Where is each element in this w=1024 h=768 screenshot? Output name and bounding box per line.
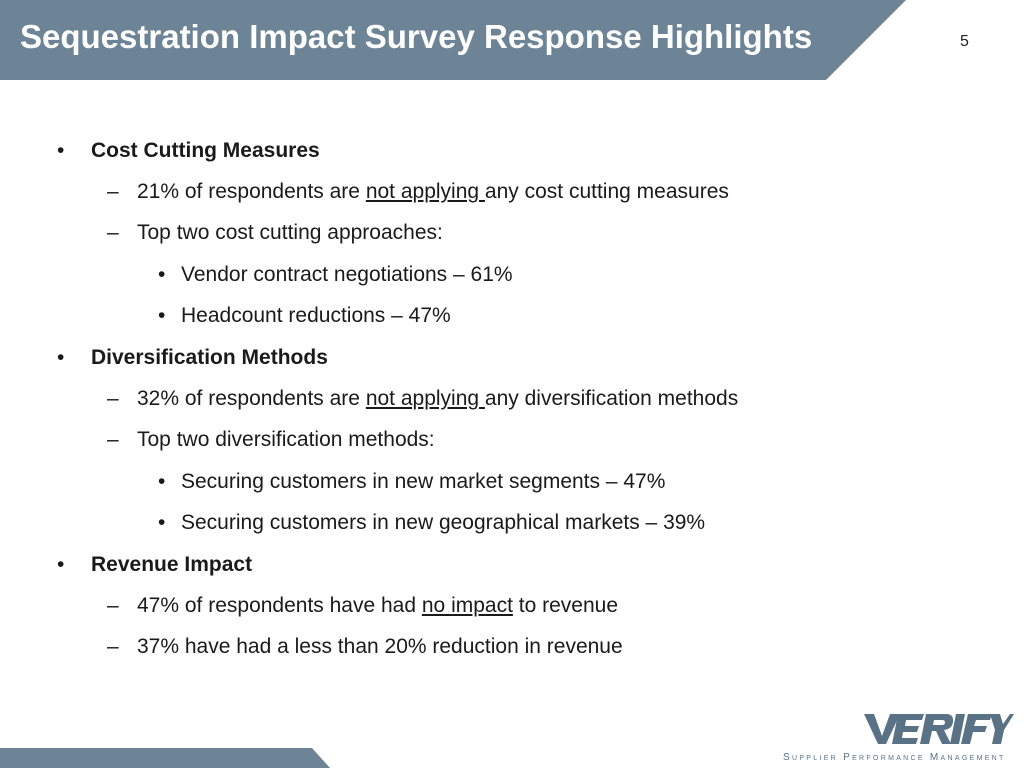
sub-sub-bullet-row: • Vendor contract negotiations – 61% <box>158 262 513 288</box>
underlined-text: no impact <box>421 594 513 617</box>
logo-tagline: Supplier Performance Management <box>783 752 1006 763</box>
dash-glyph: – <box>107 387 119 410</box>
footer-bar <box>0 748 330 768</box>
item-text: 21% of respondents are not applying any … <box>137 180 729 203</box>
sub-bullet-row: – 21% of respondents are not applying an… <box>107 179 729 205</box>
bullet-glyph: • <box>158 511 166 534</box>
item-text: Top two cost cutting approaches: <box>137 221 443 244</box>
dash-glyph: – <box>107 594 119 617</box>
slide-title: Sequestration Impact Survey Response Hig… <box>20 18 813 55</box>
dash-glyph: – <box>107 221 119 244</box>
underlined-text: not applying <box>365 387 485 410</box>
bullet-glyph: • <box>57 346 65 369</box>
item-text: Vendor contract negotiations – 61% <box>181 263 513 286</box>
underlined-text: not applying <box>365 180 485 203</box>
section-heading: Revenue Impact <box>91 553 253 576</box>
sub-bullet-row: – 47% of respondents have had no impact … <box>107 593 618 619</box>
sub-bullet-row: – 32% of respondents are not applying an… <box>107 386 738 412</box>
bullet-glyph: • <box>57 553 65 576</box>
item-text: 47% of respondents have had no impact to… <box>137 594 618 617</box>
bullet-row: • Cost Cutting Measures <box>57 138 320 164</box>
item-text: 37% have had a less than 20% reduction i… <box>137 635 623 658</box>
item-text: Headcount reductions – 47% <box>181 304 451 327</box>
item-text: Securing customers in new geographical m… <box>181 511 706 534</box>
bullet-glyph: • <box>158 263 166 286</box>
verify-logo-mark <box>864 714 1014 744</box>
sub-sub-bullet-row: • Securing customers in new market segme… <box>158 469 665 495</box>
item-text: 32% of respondents are not applying any … <box>137 387 739 410</box>
sub-bullet-row: – 37% have had a less than 20% reduction… <box>107 634 623 660</box>
bullet-glyph: • <box>158 470 166 493</box>
dash-glyph: – <box>107 428 119 451</box>
sub-sub-bullet-row: • Securing customers in new geographical… <box>158 510 705 536</box>
page-number: 5 <box>960 33 969 50</box>
bullet-glyph: • <box>57 139 65 162</box>
sub-sub-bullet-row: • Headcount reductions – 47% <box>158 303 451 329</box>
bullet-row: • Revenue Impact <box>57 552 252 578</box>
title-banner <box>0 0 906 80</box>
bullet-row: • Diversification Methods <box>57 345 328 371</box>
bullet-glyph: • <box>158 304 166 327</box>
item-text: Securing customers in new market segment… <box>181 470 666 493</box>
section-heading: Diversification Methods <box>91 346 328 369</box>
section-heading: Cost Cutting Measures <box>91 139 320 162</box>
verify-logo <box>862 712 1014 751</box>
sub-bullet-row: – Top two diversification methods: <box>107 427 435 453</box>
dash-glyph: – <box>107 635 119 658</box>
dash-glyph: – <box>107 180 119 203</box>
sub-bullet-row: – Top two cost cutting approaches: <box>107 220 443 246</box>
item-text: Top two diversification methods: <box>137 428 435 451</box>
